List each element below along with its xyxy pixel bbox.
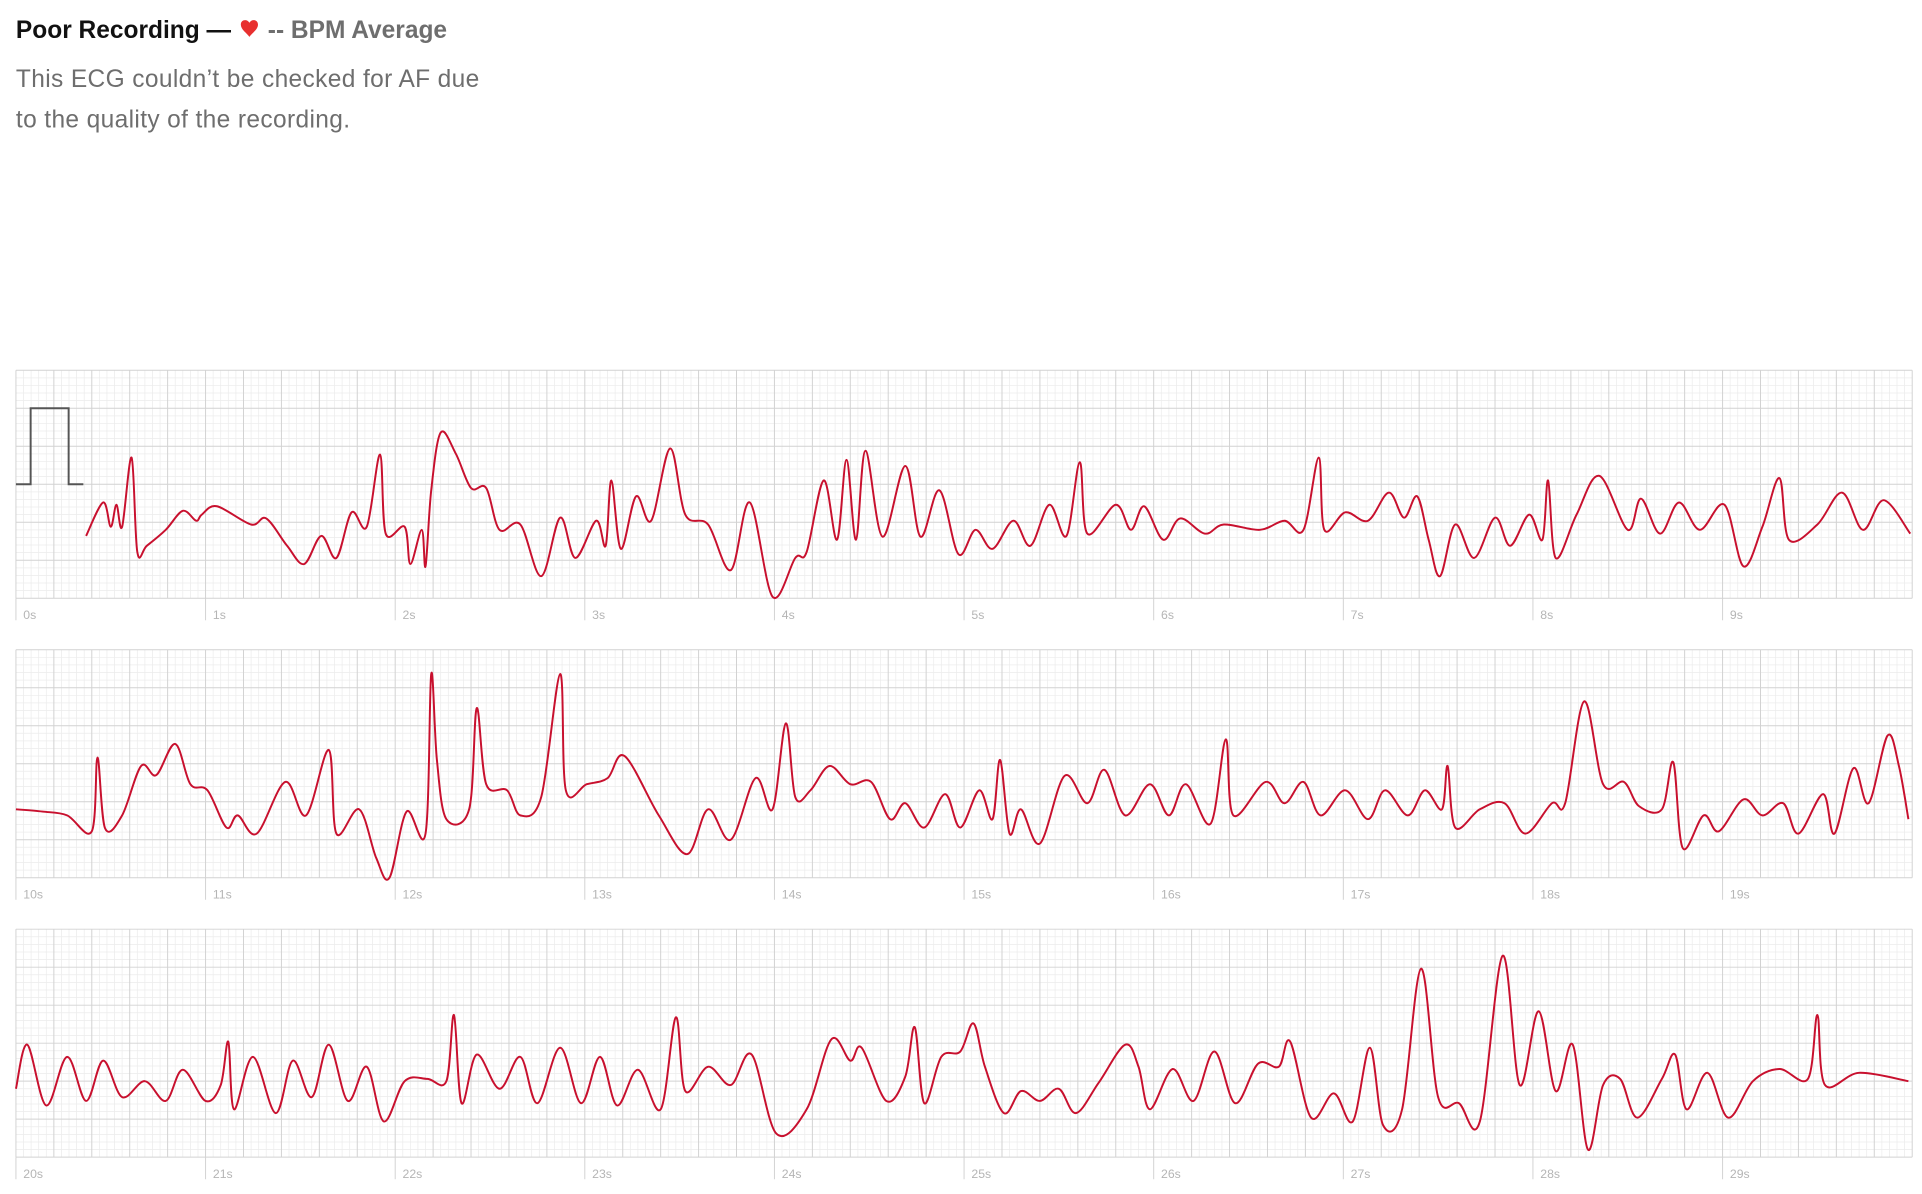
calibration-pulse [15,407,84,486]
description-line: This ECG couldn’t be checked for AF due [16,66,480,93]
ecg-trace [14,954,1909,1151]
x-tick-label: 9s [1730,608,1743,622]
description-line: to the quality of the recording. [16,107,351,134]
x-tick-label: 8s [1540,608,1553,622]
x-tick-label: 21s [213,1167,233,1181]
x-tick-label: 4s [782,608,795,622]
x-tick-label: 19s [1730,888,1750,902]
x-tick-label: 7s [1351,608,1364,622]
x-tick-label: 12s [403,888,423,902]
x-tick-label: 26s [1161,1167,1181,1181]
ecg-trace [15,671,1910,881]
x-tick-label: 20s [23,1167,43,1181]
x-tick-label: 24s [782,1167,802,1181]
ecg-strip: 20s 21s 22s 23s 24s 25s 26s 27s 28s 29s [14,928,1913,1181]
x-tick-label: 25s [971,1167,991,1181]
x-tick-label: 5s [971,608,984,622]
x-tick-label: 17s [1351,888,1371,902]
x-tick-label: 3s [592,608,605,622]
title: Poor Recording — [16,17,232,44]
bpm-average: -- BPM Average [268,17,447,44]
x-tick-label: 2s [403,608,416,622]
ecg-strip: 10s 11s 12s 13s 14s 15s 16s 17s 18s 19s [15,649,1913,902]
x-tick-label: 13s [592,888,612,902]
x-tick-label: 23s [592,1167,612,1181]
x-tick-label: 27s [1351,1167,1371,1181]
x-tick-label: 16s [1161,888,1181,902]
x-tick-label: 18s [1540,888,1560,902]
x-tick-label: 28s [1540,1167,1560,1181]
major-grid [15,649,1913,879]
ecg-strip: 0s 1s 2s 3s 4s 5s 6s 7s 8s 9s [15,369,1913,622]
x-tick-label: 11s [213,888,232,902]
x-tick-label: 15s [971,888,991,902]
x-tick-label: 10s [23,888,43,902]
ecg-trace [85,430,1912,599]
heart-icon [240,20,258,37]
x-tick-label: 22s [403,1167,423,1181]
x-tick-label: 14s [782,888,802,902]
x-tick-label: 0s [23,608,36,622]
x-tick-label: 29s [1730,1167,1750,1181]
x-tick-label: 1s [213,608,226,622]
x-tick-label: 6s [1161,608,1174,622]
